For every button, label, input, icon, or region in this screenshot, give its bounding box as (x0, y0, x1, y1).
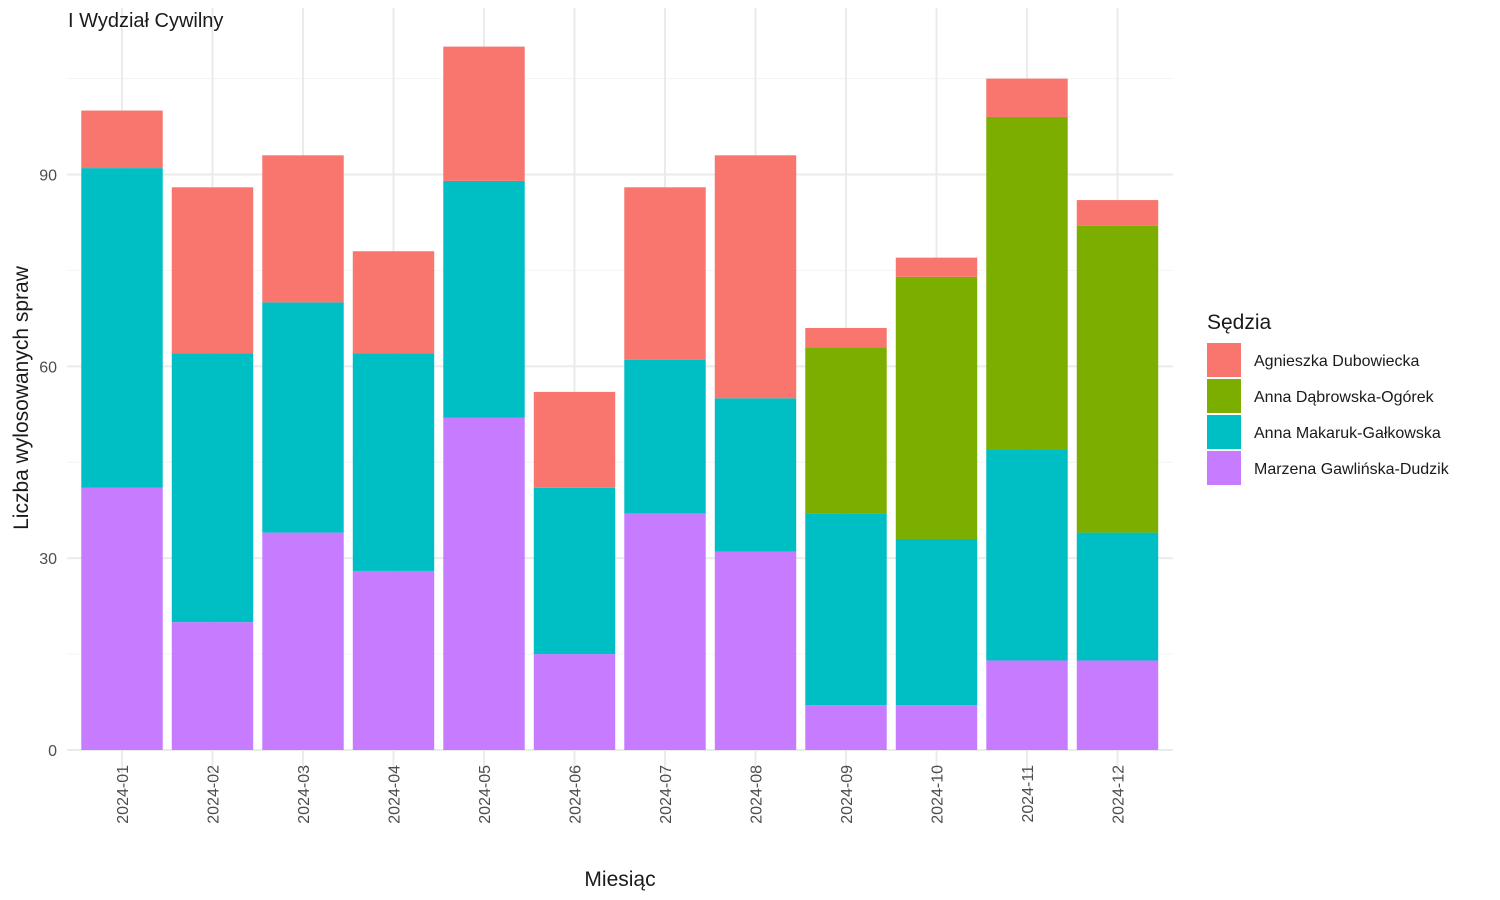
bar-segment (81, 168, 163, 488)
bar-segment (624, 187, 706, 360)
facet-strip-title: I Wydział Cywilny (68, 10, 223, 32)
bar-segment (443, 46, 525, 181)
y-tick-label: 30 (39, 551, 57, 568)
x-tick-label: 2024-04 (387, 765, 404, 824)
bar-segment (81, 110, 163, 169)
y-tick-label: 0 (48, 743, 57, 760)
bar-segment (171, 187, 254, 354)
legend-key (1207, 415, 1241, 449)
legend: Sędzia Agnieszka Dubowiecka Anna Dąbrowsk… (1207, 311, 1450, 485)
x-tick-label: 2024-08 (749, 765, 766, 824)
x-tick-label: 2024-07 (658, 765, 675, 824)
bar-segment (262, 532, 344, 750)
legend-key (1207, 451, 1241, 485)
bar-segment (714, 155, 797, 399)
bar-segment (352, 570, 435, 750)
bar-segment (1076, 660, 1159, 750)
x-tick-label: 2024-06 (568, 765, 585, 824)
y-axis-title: Liczba wylosowanych spraw (10, 265, 33, 530)
legend-key (1207, 343, 1241, 377)
bar-segment (624, 513, 706, 750)
bar-segment (714, 398, 797, 552)
bar-segment (895, 276, 978, 539)
x-tick-label: 2024-09 (839, 765, 856, 824)
bar-segment (1076, 532, 1159, 661)
x-tick-label: 2024-02 (206, 765, 223, 824)
bar-segment (262, 302, 344, 533)
bar-segment (805, 705, 887, 750)
bar-segment (533, 487, 616, 655)
bar-segment (895, 538, 978, 706)
x-tick-label: 2024-05 (477, 765, 494, 824)
x-tick-label: 2024-12 (1111, 765, 1128, 824)
bar-segment (986, 78, 1068, 117)
bars (81, 46, 1159, 750)
bar-segment (986, 660, 1068, 750)
x-tick-label: 2024-01 (115, 765, 132, 824)
bar-segment (81, 487, 163, 750)
bar-segment (624, 359, 706, 514)
bar-segment (895, 257, 978, 277)
bar-segment (895, 705, 978, 750)
bar-segment (171, 353, 254, 623)
bar-segment (714, 551, 797, 750)
x-tick-label: 2024-11 (1020, 765, 1037, 823)
legend-title: Sędzia (1207, 311, 1272, 334)
bar-segment (352, 251, 435, 354)
x-tick-label: 2024-03 (296, 765, 313, 824)
legend-label: Anna Makaruk-Gałkowska (1254, 425, 1441, 442)
bar-segment (443, 180, 525, 418)
bar-segment (1076, 225, 1159, 533)
bar-segment (352, 353, 435, 571)
y-tick-label: 60 (39, 359, 57, 376)
legend-label: Marzena Gawlińska-Dudzik (1254, 461, 1450, 478)
bar-segment (805, 513, 887, 706)
bar-segment (986, 449, 1068, 661)
bar-segment (805, 347, 887, 514)
bar-segment (1076, 200, 1159, 226)
bar-segment (171, 622, 254, 750)
x-tick-labels: 2024-01 2024-02 2024-03 2024-04 2024-05 2024-… (115, 765, 1128, 824)
bar-segment (443, 417, 525, 750)
bar-segment (262, 155, 344, 303)
x-axis-title: Miesiąc (584, 868, 655, 891)
x-tick-label: 2024-10 (930, 765, 947, 824)
bar-segment (805, 327, 887, 348)
bar-segment (533, 391, 616, 488)
bar-segment (986, 116, 1068, 450)
legend-key (1207, 379, 1241, 413)
bar-segment (533, 654, 616, 750)
legend-label: Agnieszka Dubowiecka (1254, 353, 1420, 370)
legend-label: Anna Dąbrowska-Ogórek (1254, 389, 1435, 406)
y-tick-label: 90 (39, 168, 57, 185)
y-tick-labels: 0 30 60 90 (39, 168, 57, 761)
